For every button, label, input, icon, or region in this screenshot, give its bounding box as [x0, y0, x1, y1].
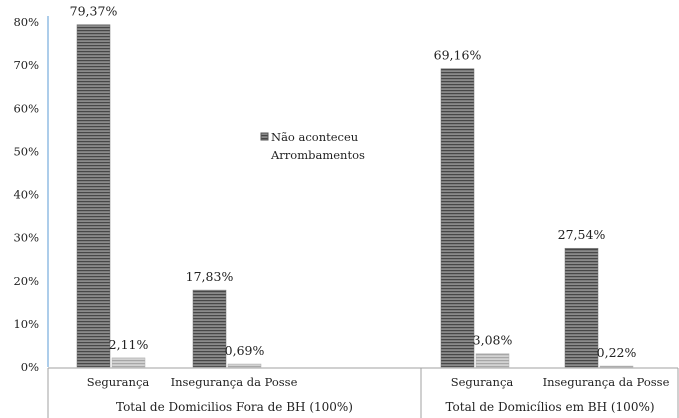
data-label: 27,54% — [558, 227, 606, 242]
data-label: 3,08% — [473, 333, 513, 348]
x-axis: Segurança Insegurança da Posse Total de Do… — [47, 367, 679, 418]
y-tick-label: 80% — [13, 15, 39, 29]
bar-arrombamentos — [227, 363, 262, 368]
y-tick-label: 60% — [13, 101, 39, 115]
bar-nao-aconteceu — [440, 68, 475, 368]
bar-nao-aconteceu — [192, 289, 227, 368]
x-group-label: Total de Domicílios em BH (100%) — [445, 400, 654, 414]
x-category-label: Insegurança da Posse — [171, 375, 298, 389]
data-label: 69,16% — [434, 48, 482, 63]
bar-arrombamentos — [111, 357, 146, 368]
y-axis: 0% 10% 20% 30% 40% 50% 60% 70% 80% — [13, 15, 49, 374]
legend-label: Não aconteceu — [271, 130, 358, 144]
y-tick-label: 30% — [13, 231, 39, 245]
data-label: 79,37% — [70, 4, 118, 19]
bar-arrombamentos — [475, 353, 510, 368]
bars-layer: 79,37% 17,83% 69,16% 27,54% 2,11% 0,69% 3,08% 0… — [70, 4, 637, 368]
x-category-label: Insegurança da Posse — [543, 375, 670, 389]
legend-label: Arrombamentos — [270, 148, 365, 162]
data-label: 0,69% — [225, 343, 265, 358]
y-tick-label: 50% — [13, 144, 39, 158]
data-label: 0,22% — [597, 345, 637, 360]
data-label: 17,83% — [186, 269, 234, 284]
y-tick-label: 70% — [13, 58, 39, 72]
legend-swatch-arrombamentos — [261, 151, 268, 158]
y-tick-label: 20% — [13, 274, 39, 288]
y-tick-label: 10% — [13, 317, 39, 331]
legend: Não aconteceu Arrombamentos — [260, 130, 365, 162]
bar-nao-aconteceu — [564, 247, 599, 368]
x-category-label: Segurança — [87, 375, 150, 389]
y-tick-label: 40% — [13, 188, 39, 202]
legend-swatch-nao-aconteceu — [260, 132, 269, 141]
x-group-label: Total de Domicilios Fora de BH (100%) — [116, 400, 353, 414]
bar-arrombamentos — [599, 365, 634, 368]
bar-nao-aconteceu — [76, 24, 111, 368]
data-label: 2,11% — [109, 337, 149, 352]
y-tick-label: 0% — [21, 360, 39, 374]
x-category-label: Segurança — [451, 375, 514, 389]
